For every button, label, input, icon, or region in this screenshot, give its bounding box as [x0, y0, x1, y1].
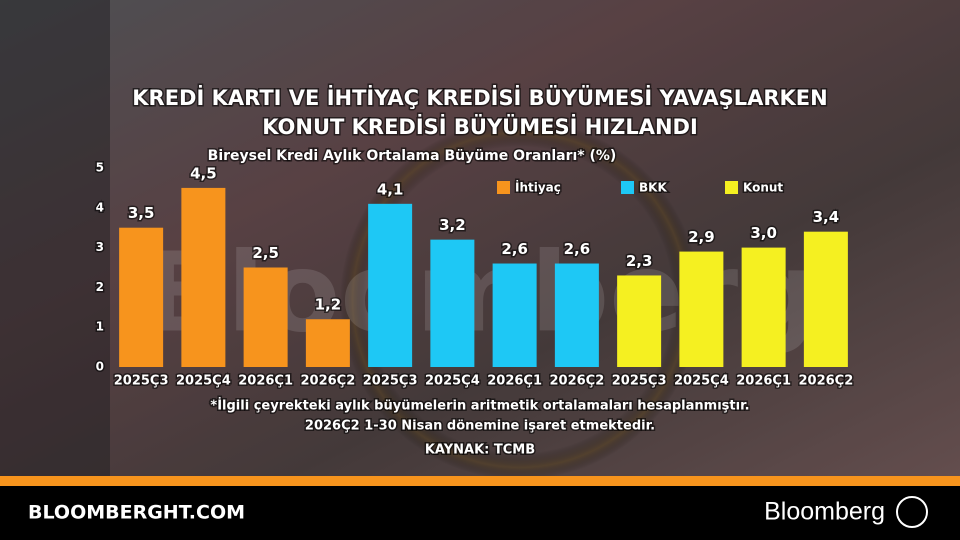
bar [741, 247, 786, 367]
x-tick-label: 2026Ç1 [238, 374, 293, 389]
value-label: 3,5 [128, 204, 155, 222]
legend-label: BKK [639, 181, 667, 195]
bar [243, 267, 288, 367]
y-tick-label: 1 [96, 320, 104, 334]
bar [679, 251, 724, 367]
value-label: 2,6 [501, 240, 528, 258]
value-label: 3,2 [439, 216, 466, 234]
footnote: 2026Ç2 1-30 Nisan dönemine işaret etmekt… [305, 419, 655, 434]
y-tick-label: 0 [96, 360, 104, 374]
bar [305, 319, 350, 367]
value-label: 3,0 [750, 224, 777, 242]
y-tick-label: 5 [96, 161, 104, 175]
logo [896, 496, 928, 528]
value-label: 4,5 [190, 164, 217, 182]
legend-swatch [621, 181, 634, 194]
x-tick-label: 2025Ç4 [425, 374, 480, 389]
value-label: 4,1 [377, 180, 404, 198]
bar [368, 203, 413, 367]
chart-title: KREDİ KARTI VE İHTİYAÇ KREDİSİ BÜYÜMESİ … [132, 85, 827, 110]
bar [492, 263, 537, 367]
value-label: 2,9 [688, 228, 715, 246]
y-tick-label: 4 [96, 200, 104, 214]
value-label: 2,3 [626, 252, 653, 270]
footer-stripe [0, 476, 960, 486]
y-tick-label: 3 [96, 240, 104, 254]
bar [803, 231, 848, 367]
x-tick-label: 2025Ç3 [114, 374, 169, 389]
calculator-shade [0, 0, 110, 476]
footer-bar [0, 486, 960, 540]
x-tick-label: 2026Ç1 [487, 374, 542, 389]
source: KAYNAK: TCMB [425, 443, 535, 458]
x-tick-label: 2026Ç2 [300, 374, 355, 389]
x-tick-label: 2026Ç2 [549, 374, 604, 389]
chart-subtitle: Bireysel Kredi Aylık Ortalama Büyüme Ora… [208, 148, 617, 164]
x-tick-label: 2025Ç4 [176, 374, 231, 389]
x-tick-label: 2026Ç2 [798, 374, 853, 389]
chart-title: KONUT KREDİSİ BÜYÜMESİ HIZLANDI [262, 114, 698, 139]
footnote: *İlgili çeyrekteki aylık büyümelerin ari… [210, 398, 749, 414]
bar [119, 227, 164, 367]
x-tick-label: 2026Ç1 [736, 374, 791, 389]
footer-brand: Bloomberg [764, 498, 885, 526]
legend-label: Konut [743, 181, 783, 195]
bar [430, 239, 475, 367]
x-tick-label: 2025Ç3 [612, 374, 667, 389]
value-label: 3,4 [813, 208, 840, 226]
value-label: 2,5 [252, 244, 279, 262]
y-tick-label: 2 [96, 280, 104, 294]
bar [181, 187, 226, 367]
value-label: 2,6 [564, 240, 591, 258]
x-tick-label: 2025Ç4 [674, 374, 729, 389]
legend-swatch [497, 181, 510, 194]
bar [554, 263, 599, 367]
footer-site: BLOOMBERGHT.COM [28, 502, 245, 524]
x-tick-label: 2025Ç3 [363, 374, 418, 389]
legend-swatch [725, 181, 738, 194]
legend-label: İhtiyaç [515, 180, 561, 195]
value-label: 1,2 [315, 296, 342, 314]
bar [617, 275, 662, 367]
